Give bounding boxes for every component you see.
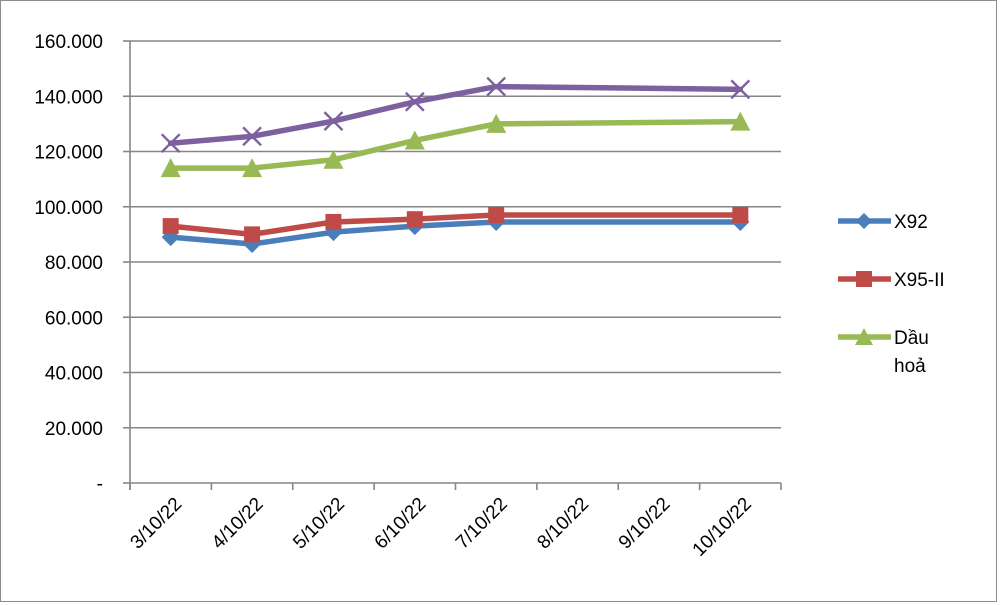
data-point-marker: [486, 76, 507, 97]
legend-label: Dầu hoả: [894, 328, 929, 377]
legend-label: X95-II: [894, 270, 945, 291]
y-tick-label: 40.000: [45, 364, 103, 385]
data-point-marker: [856, 213, 872, 229]
y-tick-label: 80.000: [45, 253, 103, 274]
x-tick-label: 5/10/22: [289, 494, 349, 554]
series-2: [160, 111, 751, 178]
data-point-marker: [855, 328, 873, 345]
data-point-marker: [323, 149, 344, 169]
data-point-marker: [730, 111, 751, 131]
data-point-marker: [404, 91, 425, 112]
x-tick-label: 3/10/22: [127, 494, 187, 554]
y-axis-tick-labels: - 20.000 40.000 60.000 80.000 100.000 120.000 1…: [34, 32, 103, 495]
y-tick-label: 160.000: [34, 32, 103, 53]
y-tick-label: 100.000: [34, 198, 103, 219]
x-tick-label: 8/10/22: [533, 494, 593, 554]
data-point-marker: [242, 126, 262, 147]
series-layer: [160, 76, 751, 254]
data-point-marker: [488, 207, 505, 224]
data-point-marker: [856, 271, 872, 287]
data-point-marker: [486, 113, 507, 133]
gridlines: [130, 40, 781, 429]
series-line: [167, 118, 744, 171]
legend-item: Dầu hoả: [838, 328, 929, 377]
data-point-marker: [730, 79, 751, 100]
y-tick-label: -: [97, 474, 103, 495]
data-point-marker: [160, 133, 181, 154]
legend-item: X92: [838, 212, 928, 233]
y-tick-label: 20.000: [45, 419, 103, 440]
x-tick-label: 7/10/22: [452, 494, 512, 554]
series-line: [167, 83, 744, 146]
data-point-marker: [160, 158, 181, 178]
data-point-marker: [406, 211, 423, 228]
y-tick-label: 120.000: [34, 143, 103, 164]
x-tick-label: 4/10/22: [208, 494, 268, 554]
data-point-marker: [732, 207, 749, 224]
legend: X92 X95-II Dầu hoả: [838, 212, 945, 377]
y-tick-label: 140.000: [34, 87, 103, 108]
series-3: [160, 76, 751, 154]
y-tick-label: 60.000: [45, 308, 103, 329]
data-point-marker: [244, 226, 261, 243]
data-point-marker: [162, 218, 179, 235]
x-tick-label: 10/10/22: [689, 494, 756, 561]
x-axis-tick-labels: 3/10/22 4/10/22 5/10/22 6/10/22 7/10/22 8/10/…: [127, 494, 756, 561]
series-line: [167, 212, 744, 238]
legend-item: X95-II: [838, 270, 945, 291]
series-1: [162, 207, 749, 243]
series-line: [167, 219, 744, 247]
x-tick-label: 6/10/22: [371, 494, 431, 554]
axes: [123, 40, 782, 490]
data-point-marker: [404, 130, 425, 150]
x-tick-label: 9/10/22: [615, 494, 675, 554]
data-point-marker: [325, 213, 342, 230]
legend-label: X92: [894, 212, 928, 233]
data-point-marker: [323, 111, 344, 131]
data-point-marker: [242, 158, 263, 178]
